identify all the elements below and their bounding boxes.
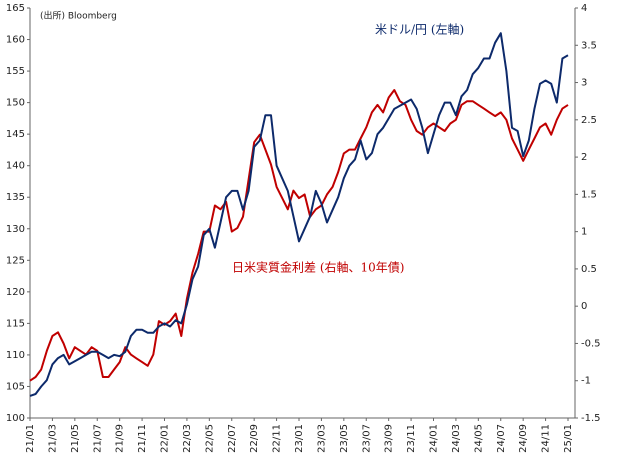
- y-tick-label: 150: [6, 98, 25, 109]
- y-tick-label: 135: [6, 192, 25, 203]
- y2-tick-label: -1: [581, 376, 591, 387]
- x-tick-label: 22/03: [182, 424, 193, 453]
- x-tick-label: 22/05: [204, 424, 215, 453]
- x-tick-label: 23/05: [339, 424, 350, 453]
- y2-tick-label: 0.5: [581, 264, 597, 275]
- x-tick-label: 21/01: [25, 424, 36, 453]
- x-tick-label: 23/03: [316, 424, 327, 453]
- y-tick-label: 120: [6, 287, 25, 298]
- y2-tick-label: -1.5: [581, 413, 601, 424]
- x-tick-label: 24/09: [518, 424, 529, 453]
- x-tick-label: 22/01: [160, 424, 171, 453]
- x-tick-label: 23/09: [384, 424, 395, 453]
- y2-tick-label: 1.5: [581, 189, 597, 200]
- y2-tick-label: 4: [581, 3, 587, 14]
- y-tick-label: 155: [6, 66, 25, 77]
- x-tick-label: 23/11: [406, 424, 417, 453]
- y-tick-label: 140: [6, 161, 25, 172]
- series-annotation: 日米実質金利差 (右軸、10年債): [232, 260, 404, 275]
- x-tick-label: 24/03: [451, 424, 462, 453]
- x-tick-label: 21/09: [115, 424, 126, 453]
- y2-tick-label: 0: [581, 301, 587, 312]
- x-tick-label: 22/09: [249, 424, 260, 453]
- x-tick-label: 23/01: [294, 424, 305, 453]
- y-tick-label: 100: [6, 413, 25, 424]
- x-tick-label: 24/05: [473, 424, 484, 453]
- x-tick-label: 21/05: [70, 424, 81, 453]
- y-tick-label: 160: [6, 35, 25, 46]
- x-tick-label: 24/11: [541, 424, 552, 453]
- y2-tick-label: 1: [581, 227, 587, 238]
- y-tick-label: 165: [6, 3, 25, 14]
- y-tick-label: 115: [6, 318, 25, 329]
- y2-tick-label: 3: [581, 78, 587, 89]
- x-tick-label: 22/11: [272, 424, 283, 453]
- y2-tick-label: 3.5: [581, 40, 597, 51]
- y-tick-label: 105: [6, 381, 25, 392]
- x-tick-label: 25/01: [563, 424, 574, 453]
- series-annotation: 米ドル/円 (左軸): [375, 22, 464, 37]
- series-line: [29, 89, 569, 382]
- x-tick-label: 21/07: [92, 424, 103, 453]
- y-tick-label: 125: [6, 255, 25, 266]
- y2-tick-label: 2.5: [581, 115, 597, 126]
- y-tick-label: 145: [6, 129, 25, 140]
- source-note: (出所) Bloomberg: [40, 10, 117, 22]
- y-tick-label: 110: [6, 350, 25, 361]
- x-tick-label: 21/03: [47, 424, 58, 453]
- y2-tick-label: -0.5: [581, 338, 601, 349]
- x-tick-label: 22/07: [227, 424, 238, 453]
- x-tick-label: 24/07: [496, 424, 507, 453]
- x-tick-label: 24/01: [429, 424, 440, 453]
- x-tick-label: 21/11: [137, 424, 148, 453]
- x-tick-label: 23/07: [361, 424, 372, 453]
- y2-tick-label: 2: [581, 152, 587, 163]
- series-line: [29, 32, 569, 397]
- y-tick-label: 130: [6, 224, 25, 235]
